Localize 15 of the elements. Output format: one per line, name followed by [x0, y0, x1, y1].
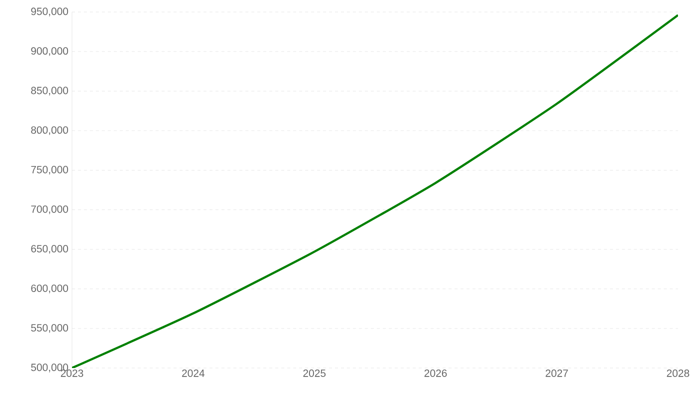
y-tick-label: 950,000	[31, 8, 68, 16]
x-tick-label: 2026	[424, 370, 447, 377]
y-tick-label: 800,000	[31, 126, 68, 135]
x-tick-label: 2027	[546, 370, 568, 377]
x-tick-label: 2024	[182, 370, 205, 377]
x-tick-label: 2025	[303, 370, 326, 377]
y-tick-label: 600,000	[31, 284, 68, 294]
y-tick-label: 850,000	[31, 86, 68, 96]
x-tick-label: 2028	[666, 370, 690, 377]
y-tick-label: 700,000	[31, 205, 68, 214]
y-tick-label: 750,000	[31, 166, 68, 175]
y-tick-label: 550,000	[31, 324, 68, 333]
y-tick-label: 900,000	[31, 47, 68, 56]
y-tick-label: 650,000	[31, 245, 68, 254]
line-series	[72, 14, 678, 368]
